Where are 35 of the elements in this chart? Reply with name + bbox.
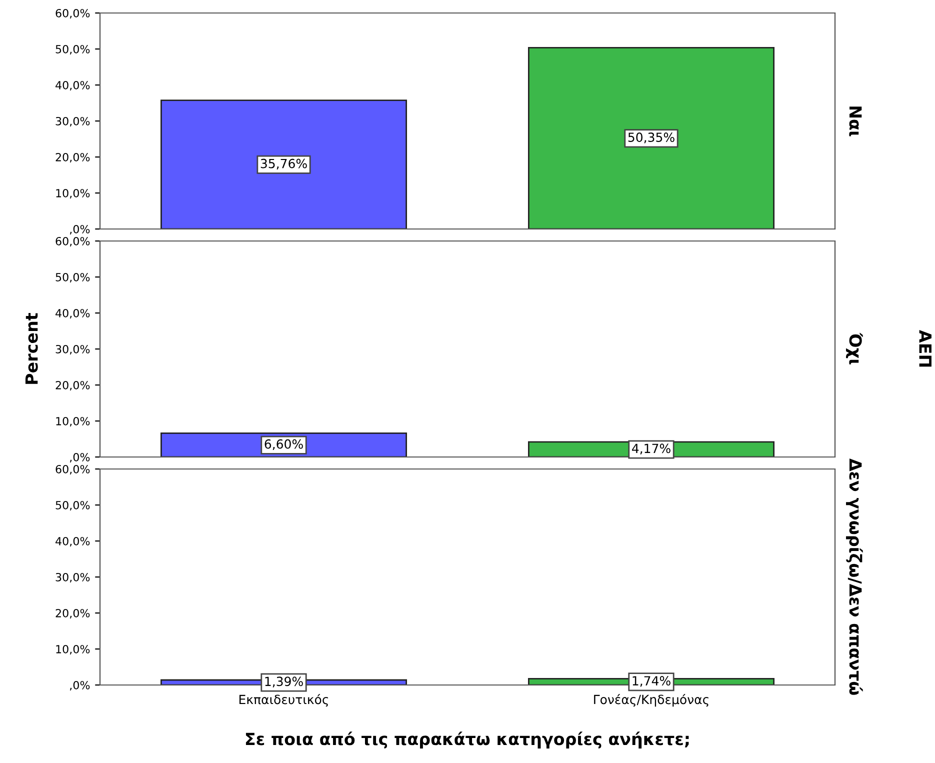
y-tick-label: 30,0% (56, 572, 90, 583)
y-tick-label: 30,0% (56, 344, 90, 355)
y-tick-label: ,0% (70, 680, 90, 691)
data-label: 1,74% (632, 676, 670, 687)
data-label: 50,35% (628, 132, 674, 144)
y2-axis-title: Όχι (846, 332, 863, 364)
y-tick-label: ,0% (70, 452, 90, 463)
data-label: 1,39% (265, 676, 303, 688)
y-tick-label: 50,0% (56, 44, 90, 55)
x-tick-label: Γονέας/Κηδεμόνας (594, 694, 708, 707)
y-tick-label: 20,0% (56, 380, 90, 391)
y-tick-label: 60,0% (56, 236, 90, 247)
y2-axis-title: Ναι (849, 106, 862, 136)
y-tick-label: 50,0% (56, 500, 90, 511)
y-tick-label: 40,0% (56, 536, 90, 547)
y-tick-label: 10,0% (56, 188, 90, 199)
y-tick-label: ,0% (70, 224, 90, 235)
y-tick-label: 10,0% (56, 644, 90, 655)
y-tick-label: 20,0% (56, 608, 90, 619)
y2-axis-title: Δεν γνωρίζω/Δεν απαντώ (846, 458, 863, 695)
y-tick-label: 60,0% (56, 8, 90, 19)
y-tick-label: 40,0% (56, 308, 90, 319)
data-label: 6,60% (264, 439, 303, 450)
y-tick-label: 60,0% (56, 464, 90, 475)
y-tick-label: 50,0% (56, 272, 90, 283)
y-tick-label: 10,0% (56, 416, 90, 427)
data-label: 4,17% (632, 444, 670, 454)
x-tick-label: Εκπαιδευτικός (239, 694, 328, 707)
y-tick-label: 30,0% (56, 116, 90, 127)
y-axis-title: Percent (25, 313, 38, 384)
y-tick-label: 20,0% (56, 152, 90, 163)
data-label: 35,76% (260, 158, 307, 170)
y-tick-label: 40,0% (56, 80, 90, 91)
text: ΑΕΠ (919, 330, 932, 367)
x-axis-title: Σε ποια από τις παρακάτω κατηγορίες ανήκετε; (246, 732, 689, 748)
